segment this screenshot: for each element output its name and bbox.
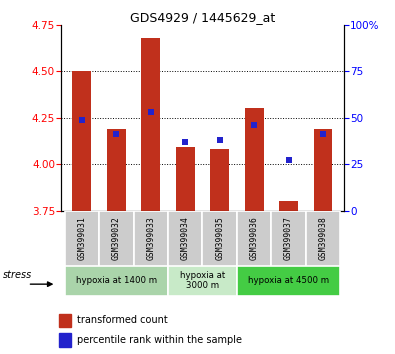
Bar [210, 149, 229, 211]
Text: GSM399033: GSM399033 [146, 216, 155, 260]
Bar [99, 211, 134, 266]
Bar [65, 266, 168, 296]
Bar [306, 211, 340, 266]
Text: GSM399034: GSM399034 [181, 216, 190, 260]
Text: transformed count: transformed count [77, 315, 168, 325]
Bar [65, 211, 99, 266]
Text: GSM399036: GSM399036 [250, 216, 259, 260]
Bar [237, 266, 340, 296]
Text: stress: stress [3, 270, 32, 280]
Bar [59, 314, 71, 327]
Title: GDS4929 / 1445629_at: GDS4929 / 1445629_at [130, 11, 275, 24]
Bar [202, 211, 237, 266]
Bar [168, 211, 202, 266]
Bar [141, 38, 160, 211]
Text: hypoxia at
3000 m: hypoxia at 3000 m [180, 271, 225, 290]
Text: percentile rank within the sample: percentile rank within the sample [77, 335, 242, 345]
Text: GSM399038: GSM399038 [318, 216, 327, 260]
Bar [59, 333, 71, 347]
Bar [176, 148, 195, 211]
Bar [314, 129, 333, 211]
Bar [279, 201, 298, 211]
Bar [72, 71, 91, 211]
Bar [271, 211, 306, 266]
Bar [134, 211, 168, 266]
Bar [107, 129, 126, 211]
Bar [245, 108, 263, 211]
Text: GSM399032: GSM399032 [112, 216, 121, 260]
Text: hypoxia at 1400 m: hypoxia at 1400 m [76, 276, 157, 285]
Text: GSM399037: GSM399037 [284, 216, 293, 260]
Text: hypoxia at 4500 m: hypoxia at 4500 m [248, 276, 329, 285]
Bar [237, 211, 271, 266]
Text: GSM399031: GSM399031 [77, 216, 87, 260]
Bar [168, 266, 237, 296]
Text: GSM399035: GSM399035 [215, 216, 224, 260]
